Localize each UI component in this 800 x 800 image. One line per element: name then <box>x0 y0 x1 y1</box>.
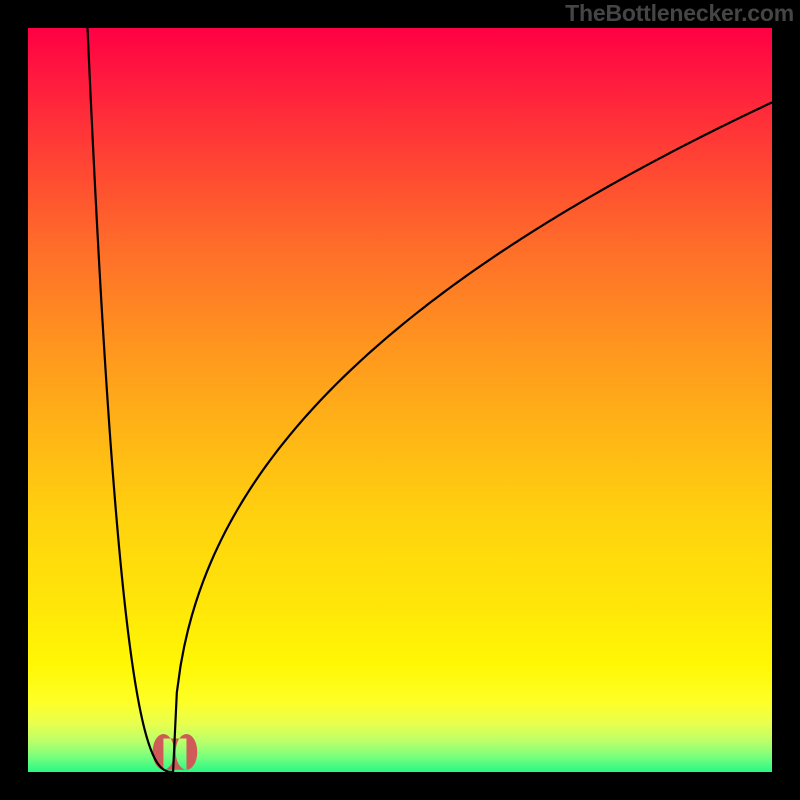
bottleneck-chart <box>28 28 772 772</box>
watermark-text: TheBottlenecker.com <box>565 0 794 27</box>
chart-frame <box>28 28 772 772</box>
gradient-background <box>28 28 772 772</box>
